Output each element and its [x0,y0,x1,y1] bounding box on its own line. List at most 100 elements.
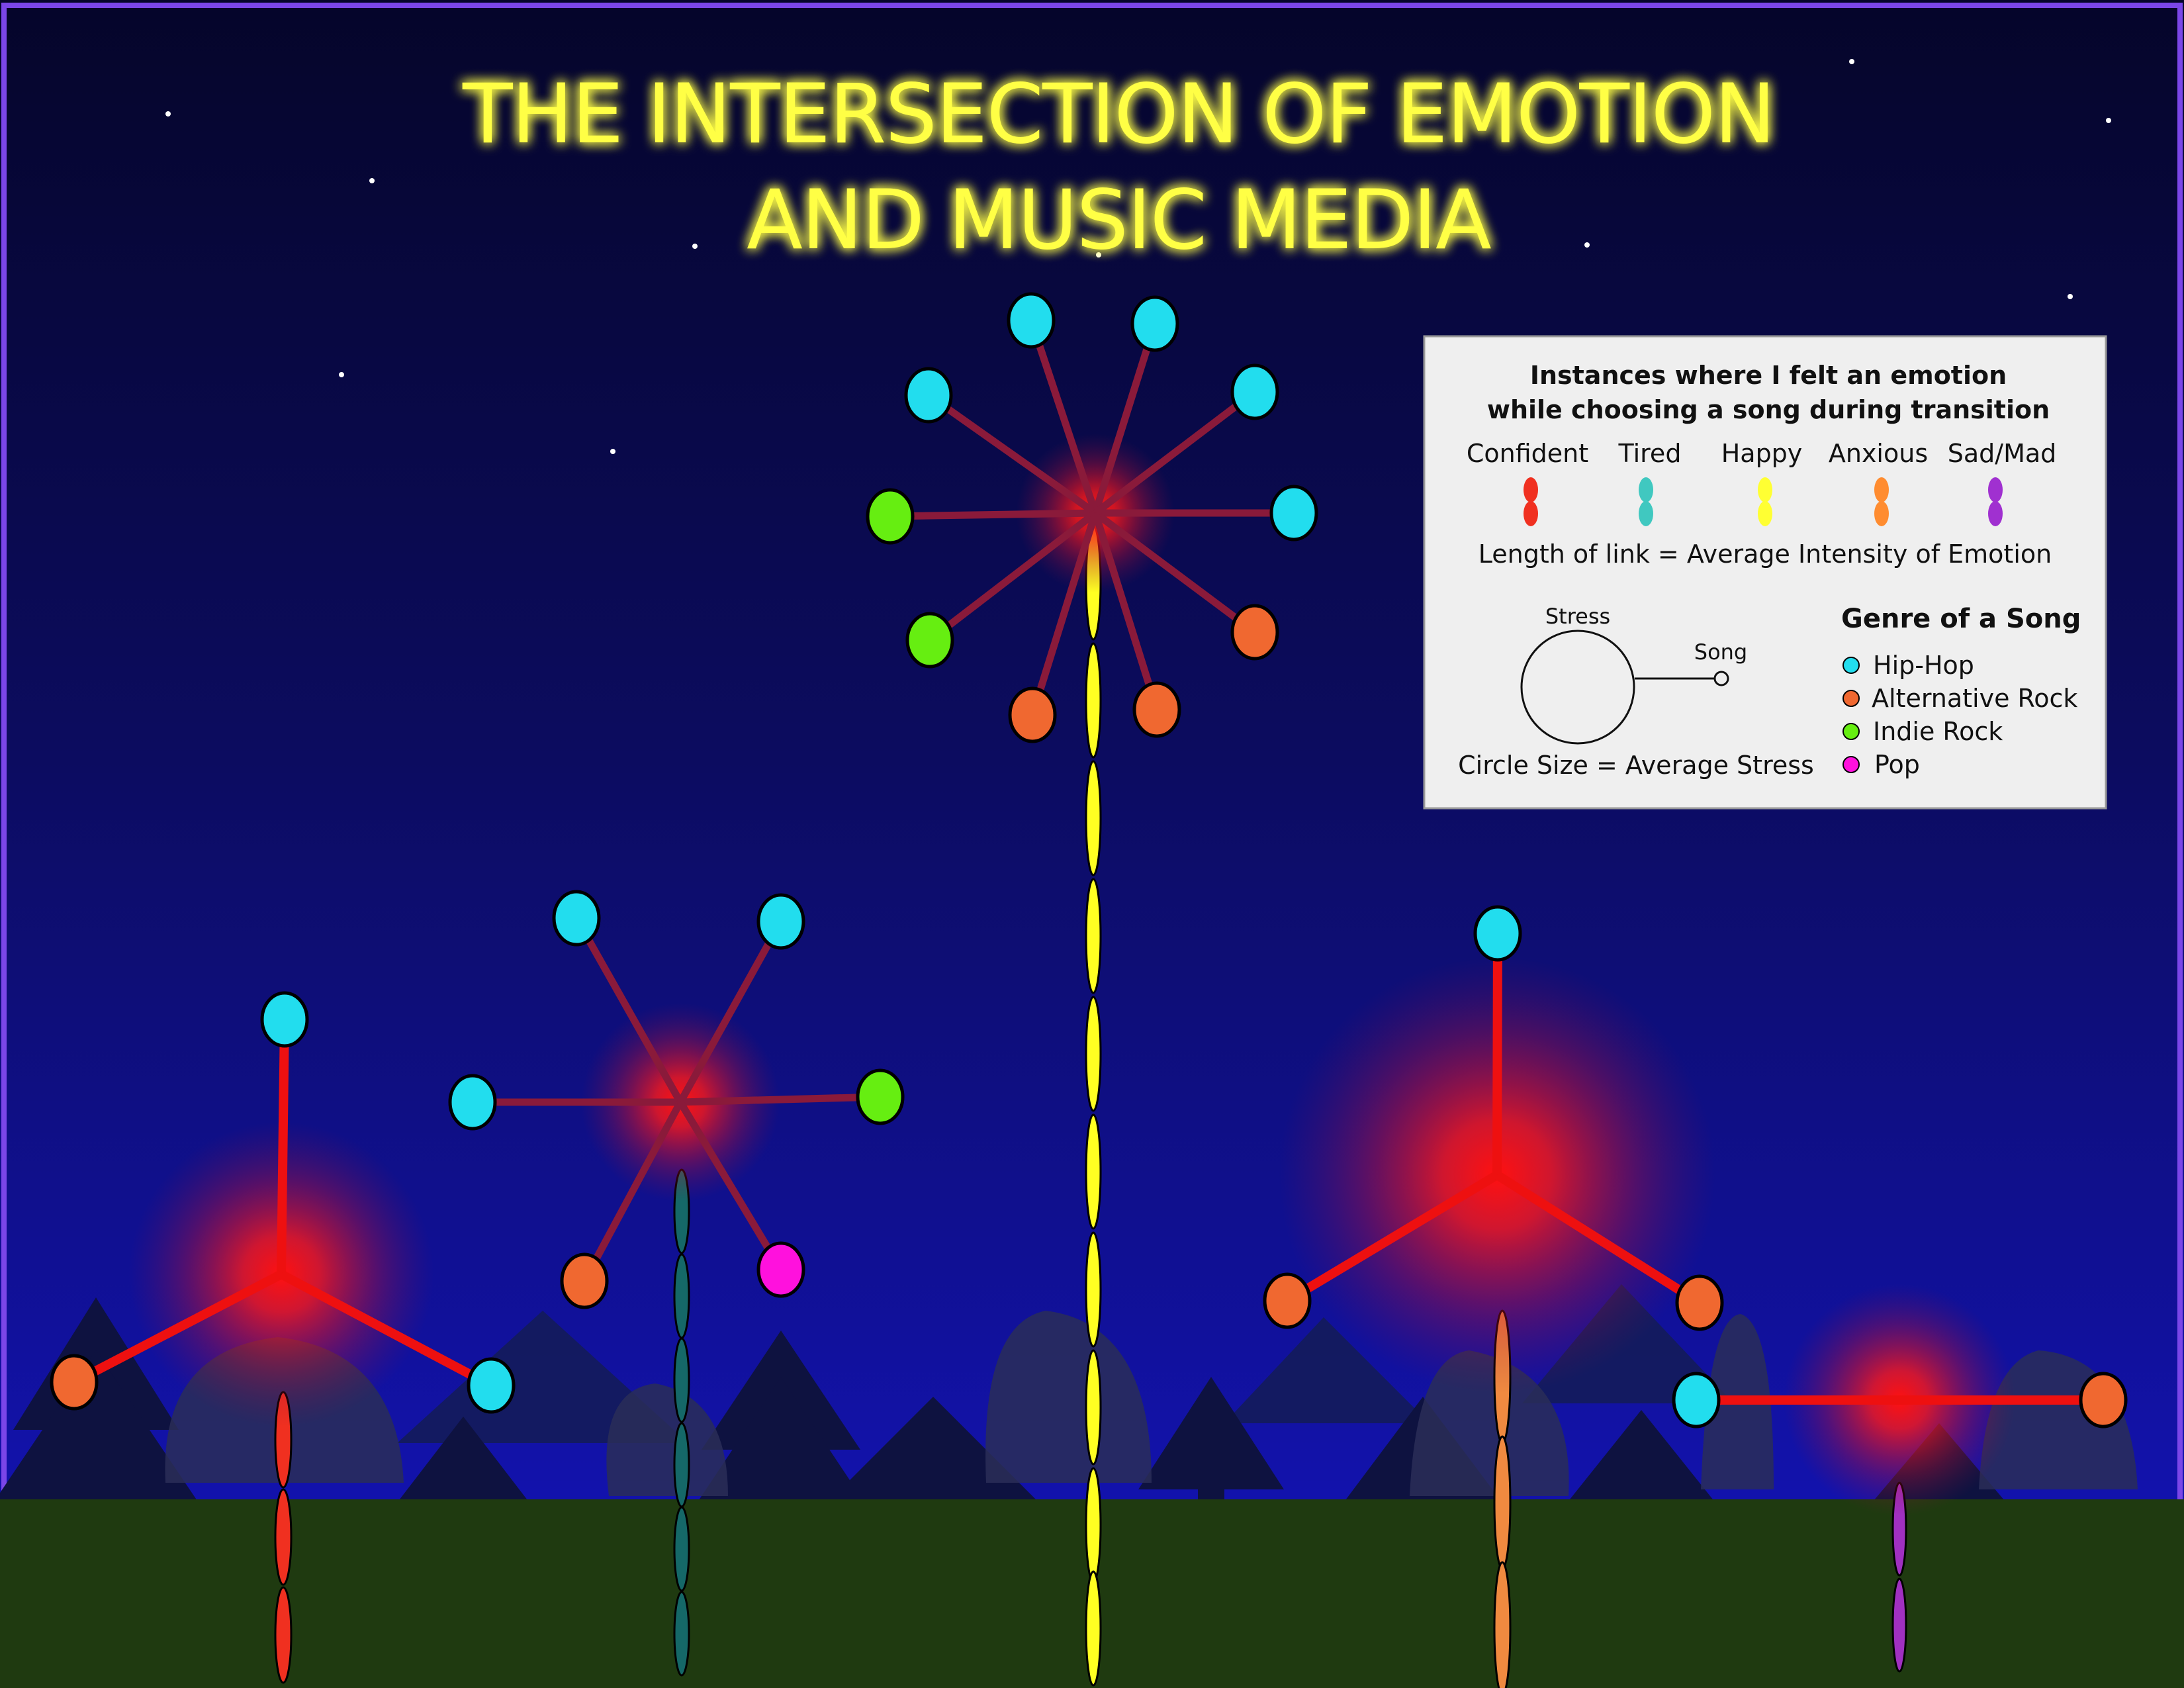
star [339,372,344,377]
song-link [1091,322,1159,514]
emotion-label: Confident [1467,439,1588,468]
song-link [277,1019,289,1275]
round-tree [985,1311,1152,1483]
star [610,449,615,454]
pine-tree [688,1377,874,1516]
title: THE INTERSECTION OF EMOTION AND MUSIC ME… [462,67,1776,268]
song-alternative-rock [1230,604,1279,661]
emotion-swatch [1758,501,1772,526]
star [692,244,698,249]
song-alternative-rock [50,1354,99,1411]
song-hip-hop [756,893,805,950]
song-link [1494,1171,1702,1307]
stem-segment [673,1422,690,1508]
song-link [1492,933,1502,1176]
song-hip-hop [1672,1372,1721,1429]
song-link [71,1270,284,1387]
star [1849,59,1854,64]
stem-segment [673,1253,690,1339]
stem-segment [673,1337,690,1423]
stem-segment [1085,878,1102,994]
song-indie-rock [866,488,915,545]
song-links [889,319,1294,716]
stress-diagram: Stress Song Circle Size = Average Stress [1458,604,1814,780]
genre-key: Genre of a Song Hip-Hop Alternative Rock… [1841,604,2081,779]
legend-heading-2: while choosing a song during transition [1487,395,2050,424]
song-label: Song [1694,639,1747,665]
flower-happy [866,292,1318,1687]
stem-segment [1085,996,1102,1112]
stem-confident [274,1391,293,1684]
stem-segment [1891,1577,1907,1673]
song-hip-hop [1269,485,1318,541]
song-hip-hop [1130,295,1179,352]
songs [866,292,1318,743]
songs [448,890,905,1309]
genre-label-hip-hop: Hip-Hop [1873,651,1974,680]
star [1584,242,1590,248]
song-hip-hop [260,991,309,1048]
pine-tree [0,1350,199,1503]
stem-segment [1085,1570,1102,1687]
pine-tree [397,1417,529,1503]
emotion-swatch [1758,477,1772,502]
songs [1672,1372,2128,1429]
circle-size-note: Circle Size = Average Stress [1458,751,1814,780]
stem-segment [1085,642,1102,759]
stem-segment [1085,1231,1102,1348]
mountain-silhouette [397,1311,688,1443]
stem-segment [1085,1467,1102,1583]
genre-swatch-hip-hop [1843,657,1860,674]
song-alternative-rock [1008,686,1057,743]
genre-label-alternative-rock: Alternative Rock [1872,684,2077,713]
emotion-swatch [1639,477,1653,502]
star [1096,252,1101,258]
title-line-1: THE INTERSECTION OF EMOTION [462,67,1774,162]
song-hip-hop [1230,363,1279,420]
emotion-label: Tired [1618,439,1682,468]
star [165,111,171,117]
songs [50,991,516,1414]
round-tree [606,1383,728,1496]
song-link [573,916,684,1104]
song-alternative-rock [2079,1372,2128,1429]
song-link [680,1093,881,1106]
emotion-swatch [1524,501,1538,526]
emotion-key-tired: Tired [1618,439,1682,526]
stem-segment [1085,760,1102,876]
song-link [1093,510,1257,635]
pine-tree [1562,1410,1721,1509]
song-hip-hop [552,890,601,947]
genre-heading: Genre of a Song [1841,604,2081,634]
song-alternative-rock [1132,681,1181,738]
star [2068,294,2073,299]
song-link [1028,512,1099,716]
emotion-swatch [1524,477,1538,502]
emotion-key-confident: Confident [1467,439,1588,526]
song-link [889,509,1096,520]
stem-segment [274,1488,293,1586]
song-link [1093,389,1257,516]
stem-segment [1085,1113,1102,1230]
mountain-silhouette [1224,1317,1430,1423]
flower-anxious [1263,905,1724,1688]
link-length-note: Length of link = Average Intensity of Em… [1479,539,2052,569]
song-hip-hop [904,367,953,424]
emotion-swatch [1639,501,1653,526]
emotion-swatch [1988,501,2003,526]
song-link [1027,319,1099,514]
genre-label-indie-rock: Indie Rock [1873,717,2003,746]
legend: Instances where I felt an emotion while … [1423,335,2107,810]
stem-segment [673,1591,690,1677]
song-hip-hop [467,1357,516,1414]
star [369,178,375,183]
song-link [677,1100,784,1272]
title-line-2: AND MUSIC MEDIA [747,173,1491,268]
legend-heading-1: Instances where I felt an emotion [1530,361,2007,390]
song-link [677,919,784,1104]
song-link [1091,512,1161,711]
stress-circle-sample [1520,630,1635,745]
song-alternative-rock [1675,1274,1724,1331]
star [2106,118,2111,123]
emotion-swatch [1874,477,1889,502]
